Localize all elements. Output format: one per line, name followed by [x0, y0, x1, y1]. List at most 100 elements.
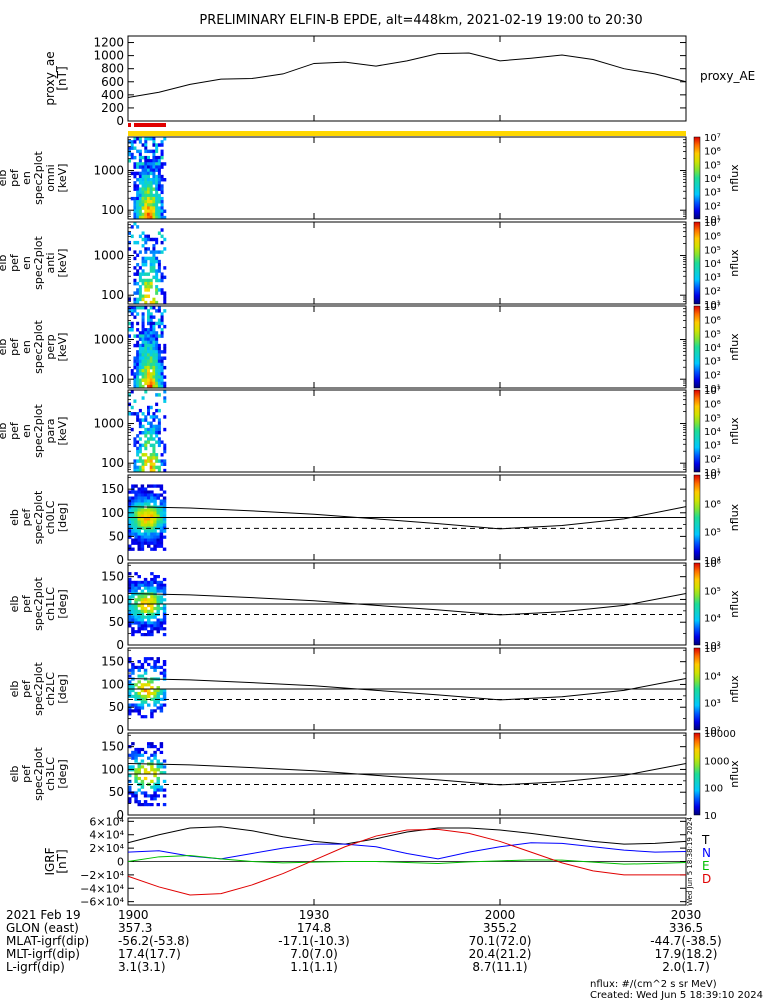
- pitch-angle-pixel: [156, 484, 160, 488]
- pitch-angle-pixel: [147, 499, 151, 503]
- spectrogram-pixel: [149, 462, 153, 466]
- spectrogram-pixel: [138, 212, 142, 217]
- spectrogram-pixel: [157, 431, 161, 435]
- spectrogram-pixel: [160, 143, 164, 147]
- spectrogram-pixel: [157, 184, 161, 188]
- spectrogram-pixel: [160, 440, 164, 444]
- spectrogram-pixel: [163, 446, 167, 451]
- spectrogram-pixel: [152, 415, 156, 419]
- pitch-angle-pixel: [128, 601, 132, 605]
- y-axis-label-line: [keV]: [56, 164, 69, 193]
- pitch-angle-pixel: [128, 709, 132, 713]
- spectrogram-pixel: [133, 399, 137, 403]
- spectrogram-pixel: [144, 184, 148, 188]
- spectrogram-pixel: [157, 206, 161, 210]
- spectrogram-pixel: [136, 162, 140, 166]
- colorbar-tick-label: 10⁴: [704, 556, 721, 567]
- pitch-angle-pixel: [147, 538, 151, 542]
- pitch-angle-pixel: [162, 788, 167, 792]
- created-timestamp: Created: Wed Jun 5 18:39:10 2024: [590, 990, 763, 1000]
- pitch-angle-pixel: [159, 703, 164, 707]
- spectrogram-pixel: [149, 331, 153, 335]
- pitch-angle-pixel: [140, 615, 145, 619]
- spectrogram-pixel: [155, 331, 159, 335]
- spectrogram-pixel: [141, 155, 145, 160]
- spectrogram-pixel: [133, 362, 137, 367]
- pitch-angle-pixel: [140, 753, 145, 757]
- pitch-angle-pixel: [137, 753, 141, 757]
- spectrogram-pixel: [152, 427, 156, 432]
- pitch-angle-pixel: [156, 544, 160, 548]
- spectrogram-pixel: [160, 459, 164, 463]
- spectrogram-pixel: [147, 343, 151, 348]
- spectrogram-pixel: [149, 178, 153, 182]
- pitch-angle-pixel: [153, 774, 157, 778]
- pitch-angle-pixel: [162, 618, 167, 622]
- spectrogram-pixel: [152, 247, 156, 251]
- pitch-angle-pixel: [134, 691, 138, 696]
- pitch-angle-pixel: [147, 771, 151, 775]
- spectrogram-pixel: [149, 278, 153, 283]
- pitch-angle-pixel: [134, 523, 138, 527]
- spectrogram-pixel: [144, 200, 148, 204]
- pitch-angle-pixel: [162, 529, 167, 533]
- spectrogram-pixel: [141, 353, 145, 357]
- pitch-angle-pixel: [150, 604, 154, 608]
- y-axis-label-line: [keV]: [56, 417, 69, 446]
- spectrogram-pixel: [138, 443, 142, 448]
- spectrogram-pixel: [149, 159, 153, 163]
- spectrogram-pixel: [144, 331, 148, 335]
- pitch-angle-pixel: [150, 535, 154, 539]
- pitch-angle-pixel: [140, 604, 145, 608]
- spectrogram-pixel: [149, 340, 153, 345]
- pitch-angle-pixel: [143, 689, 148, 693]
- spectrogram-pixel: [144, 362, 148, 367]
- y-axis-label-line: pef: [8, 337, 21, 356]
- igrf-legend-e: E: [702, 859, 710, 873]
- y-tick-label: 0: [117, 856, 124, 869]
- pitch-angle-pixel: [137, 776, 141, 781]
- spectrogram-pixel: [149, 137, 153, 141]
- spectrogram-pixel: [155, 340, 159, 345]
- colorbar-tick-label: 10⁶: [704, 316, 721, 327]
- pitch-angle-pixel: [134, 618, 138, 622]
- y-tick-label: 100: [101, 506, 124, 520]
- spectrogram-pixel: [155, 369, 159, 373]
- colorbar-tick-label: 10⁴: [704, 671, 721, 682]
- pitch-angle-pixel: [137, 668, 141, 672]
- spectrogram-pixel: [133, 181, 137, 185]
- pitch-angle-pixel: [128, 615, 132, 619]
- y-tick-label: 600: [101, 75, 124, 89]
- spectrogram-pixel: [133, 440, 137, 444]
- spectrogram-pixel: [144, 234, 148, 239]
- pitch-angle-pixel: [162, 703, 167, 707]
- pitch-angle-pixel: [159, 618, 164, 622]
- spectrogram-pixel: [163, 266, 167, 270]
- spectrogram-pixel: [155, 337, 159, 341]
- pitch-angle-pixel: [131, 580, 135, 585]
- spectrogram-pixel: [138, 250, 142, 254]
- spectrogram-pixel: [147, 196, 151, 201]
- colorbar-tick-label: 10¹: [704, 468, 721, 479]
- spectrogram-pixel: [157, 437, 161, 441]
- spectrogram-pixel: [138, 278, 142, 283]
- spectrogram-pixel: [163, 237, 167, 242]
- spectrogram-pixel: [149, 468, 153, 473]
- spectrogram-pixel: [130, 324, 134, 329]
- spectrogram-pixel: [136, 312, 140, 316]
- spectrogram-pixel: [144, 440, 148, 444]
- pitch-angle-pixel: [140, 601, 145, 605]
- pitch-angle-pixel: [134, 756, 138, 760]
- spectrogram-pixel: [141, 356, 145, 360]
- pitch-angle-pixel: [162, 598, 167, 602]
- colorbar-tick-label: 10⁵: [704, 245, 721, 256]
- proxy-ae-legend: proxy_AE: [700, 69, 755, 83]
- spectrogram-pixel: [138, 459, 142, 463]
- spectrogram-pixel: [152, 381, 156, 386]
- spectrogram-pixel: [128, 152, 132, 157]
- spectrogram-pixel: [160, 162, 164, 166]
- spectrogram-pixel: [130, 234, 134, 239]
- pitch-angle-pixel: [134, 665, 138, 670]
- pitch-angle-pixel: [153, 756, 157, 760]
- pitch-angle-pixel: [159, 745, 164, 749]
